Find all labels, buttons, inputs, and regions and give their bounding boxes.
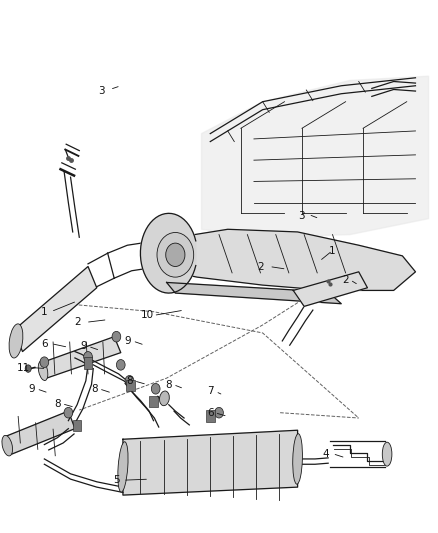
Text: 2: 2 (257, 262, 264, 271)
Text: 1: 1 (41, 306, 48, 317)
Polygon shape (123, 430, 297, 495)
Text: 2: 2 (74, 317, 81, 327)
Text: 6: 6 (207, 408, 214, 418)
Bar (206, 410, 215, 422)
Circle shape (112, 332, 121, 342)
Text: 7: 7 (207, 386, 214, 397)
Polygon shape (14, 266, 97, 352)
Ellipse shape (382, 442, 392, 466)
Text: 1: 1 (329, 246, 336, 255)
Text: 9: 9 (80, 341, 87, 351)
Circle shape (84, 352, 92, 362)
Text: 6: 6 (41, 338, 48, 349)
Text: 8: 8 (91, 384, 98, 394)
Text: 9: 9 (124, 336, 131, 346)
Text: 8: 8 (166, 379, 172, 390)
Text: 3: 3 (299, 211, 305, 221)
Bar (84, 357, 92, 368)
Text: 2: 2 (343, 275, 349, 285)
Polygon shape (5, 411, 75, 454)
Circle shape (117, 360, 125, 370)
Circle shape (64, 407, 73, 418)
Circle shape (40, 357, 49, 368)
Text: 9: 9 (29, 384, 35, 394)
Ellipse shape (2, 435, 13, 456)
Bar (149, 395, 158, 407)
Circle shape (215, 407, 223, 418)
Circle shape (166, 243, 185, 266)
Ellipse shape (38, 361, 48, 381)
Text: 3: 3 (98, 86, 104, 96)
Bar (73, 419, 81, 431)
Text: 8: 8 (54, 399, 61, 409)
Polygon shape (293, 272, 367, 306)
Text: 8: 8 (126, 376, 133, 386)
Text: 4: 4 (323, 449, 329, 458)
Text: 5: 5 (113, 475, 120, 485)
Polygon shape (145, 229, 416, 290)
Ellipse shape (118, 442, 128, 492)
Polygon shape (166, 282, 341, 304)
Ellipse shape (293, 434, 303, 484)
Ellipse shape (159, 391, 170, 406)
Circle shape (157, 232, 194, 277)
Text: 10: 10 (141, 310, 154, 320)
Circle shape (125, 375, 134, 386)
Polygon shape (141, 213, 196, 293)
Circle shape (25, 365, 31, 372)
Bar (126, 379, 135, 391)
Text: 11: 11 (17, 362, 30, 373)
Ellipse shape (9, 324, 23, 358)
Polygon shape (40, 337, 121, 378)
Circle shape (151, 383, 160, 394)
Polygon shape (201, 76, 428, 237)
